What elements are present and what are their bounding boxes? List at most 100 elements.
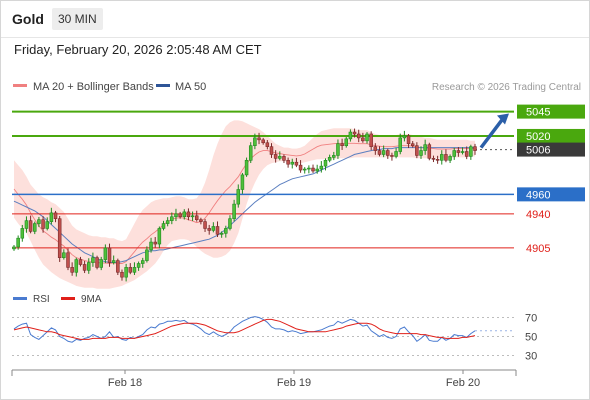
rsi-legend: RSI 9MA (13, 294, 102, 305)
level-labels: 5045 5020 5006 4960 4940 4905 (517, 104, 585, 255)
candle-body (49, 212, 54, 222)
candle-body (87, 262, 91, 271)
candle-body (265, 142, 270, 147)
candle-body (41, 219, 45, 229)
forecast-arrow (479, 113, 509, 149)
candle-body (452, 150, 456, 157)
candle-body (78, 259, 83, 265)
candle-body (419, 150, 423, 156)
candle-body (190, 215, 195, 218)
candle-body (194, 215, 199, 220)
candle-body (186, 211, 191, 218)
candle-body (62, 252, 66, 258)
candle-body (261, 139, 265, 144)
candle-body (410, 143, 415, 146)
candle-body (352, 131, 357, 135)
x-tick-label: Feb 18 (108, 377, 142, 389)
x-axis: Feb 18 Feb 19 Feb 20 (11, 369, 517, 389)
forecast-arrow-shaft (479, 117, 505, 149)
legend-label-ma50: MA 50 (175, 81, 206, 93)
candle-body (269, 146, 274, 155)
candle-body (273, 154, 278, 159)
candle-body (132, 267, 137, 273)
candle-body (448, 156, 452, 161)
rsi-panel: 70 50 30 (12, 313, 537, 363)
candle-body (415, 145, 419, 156)
candle-body (228, 218, 232, 229)
candle-body (286, 159, 290, 165)
candle-body (361, 137, 365, 142)
candle-body (402, 135, 407, 139)
datetime-label: Friday, February 20, 2026 2:05:48 AM CET (14, 42, 262, 57)
candle-body (224, 228, 228, 234)
candle-body (365, 133, 369, 142)
indicator-lines (13, 142, 475, 264)
candle-body (53, 212, 58, 220)
candle-body (24, 220, 29, 229)
level-tag-5045 (517, 104, 585, 119)
candle-body (37, 219, 41, 224)
candle-body (136, 263, 141, 268)
bollinger-band (14, 120, 475, 289)
legend-swatch-9ma (61, 297, 75, 300)
candle-body (165, 220, 170, 224)
candle-body (12, 246, 16, 250)
candle-body (240, 174, 245, 190)
legend-swatch-bollinger (13, 84, 27, 87)
candle-body (103, 247, 108, 260)
candle-body (427, 144, 432, 159)
candle-body (460, 151, 465, 153)
x-tick-label: Feb 20 (446, 377, 480, 389)
candle-body (307, 167, 311, 170)
candle-body (66, 252, 70, 268)
rsi-tick-label: 70 (525, 313, 537, 325)
forecast-arrow-head (497, 113, 509, 125)
candle-body (390, 155, 394, 157)
candle-body (253, 137, 257, 146)
candle-body (394, 151, 398, 157)
candle-body (244, 159, 249, 176)
candle-body (207, 228, 211, 231)
candle-body (373, 146, 378, 151)
candle-body (161, 223, 166, 229)
x-tick-label: Feb 19 (277, 377, 311, 389)
candle-body (435, 159, 440, 161)
candle-body (174, 213, 178, 218)
level-label-4905: 4905 (526, 243, 550, 255)
candle-body (398, 137, 402, 152)
candle-body (82, 264, 87, 271)
candle-body (157, 228, 162, 245)
candle-body (149, 241, 153, 251)
candle-body (107, 247, 112, 263)
candle-body (182, 211, 187, 218)
candle-body (124, 267, 128, 278)
candle-body (74, 259, 79, 273)
candle-body (232, 203, 236, 220)
candle-body (423, 144, 427, 151)
candle-body (248, 145, 253, 161)
legend-label-bollinger: MA 20 + Bollinger Bands (33, 81, 154, 93)
header-bar: Gold 30 MIN (1, 1, 589, 38)
candle-body (153, 241, 157, 245)
candle-body (323, 159, 328, 167)
candle-body (377, 150, 382, 155)
candle-body (327, 157, 332, 161)
main-legend: MA 20 + Bollinger Bands MA 50 Research ©… (13, 81, 581, 93)
candle-body (298, 164, 303, 171)
rsi-tick-label: 30 (525, 351, 537, 363)
level-tag-4960 (517, 187, 585, 202)
candle-body (57, 218, 62, 258)
candle-body (294, 161, 299, 166)
candle-body (473, 146, 477, 151)
candle-body (469, 146, 473, 157)
rsi-series-rsi (13, 316, 476, 343)
candle-body (311, 167, 315, 172)
legend-label-rsi: RSI (33, 294, 50, 305)
candle-body (199, 219, 203, 222)
candle-body (145, 249, 149, 261)
legend-label-9ma: 9MA (81, 294, 102, 305)
candle-body (16, 237, 20, 248)
legend-swatch-rsi (13, 297, 27, 300)
timeframe-button[interactable]: 30 MIN (52, 8, 103, 30)
